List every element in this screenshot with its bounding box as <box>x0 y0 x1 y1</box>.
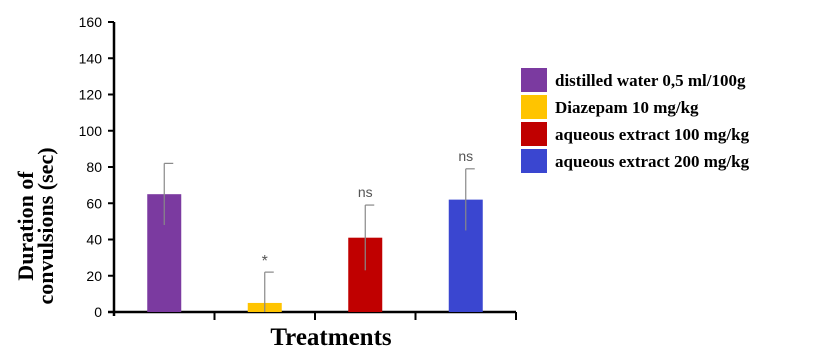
y-tick-label: 60 <box>86 195 102 211</box>
significance-label: ns <box>358 184 373 200</box>
axis-labels: Treatments Duration of convulsions (sec) <box>13 147 392 351</box>
y-axis-title-line-1: Duration of <box>13 171 38 281</box>
y-tick-label: 140 <box>79 50 103 66</box>
legend-label: aqueous extract 200 mg/kg <box>555 152 750 171</box>
y-tick-label: 120 <box>79 87 103 103</box>
legend-label: aqueous extract 100 mg/kg <box>555 125 750 144</box>
y-tick-label: 20 <box>86 268 102 284</box>
y-tick-label: 80 <box>86 159 102 175</box>
y-axis-title-line-2: convulsions (sec) <box>33 147 58 304</box>
y-tick-label: 160 <box>79 14 103 30</box>
y-tick-label: 100 <box>79 123 103 139</box>
significance-label: ns <box>458 148 473 164</box>
x-axis-title: Treatments <box>270 324 392 351</box>
y-tick-label: 40 <box>86 232 102 248</box>
y-tick-label: 0 <box>94 304 102 320</box>
legend-label: Diazepam 10 mg/kg <box>555 98 699 117</box>
legend-swatch <box>521 68 547 92</box>
legend-swatch <box>521 149 547 173</box>
bars: * ns ns <box>147 148 483 312</box>
legend: distilled water 0,5 ml/100g Diazepam 10 m… <box>521 68 750 173</box>
legend-swatch <box>521 122 547 146</box>
legend-swatch <box>521 95 547 119</box>
significance-label: * <box>262 253 268 270</box>
legend-label: distilled water 0,5 ml/100g <box>555 71 746 90</box>
